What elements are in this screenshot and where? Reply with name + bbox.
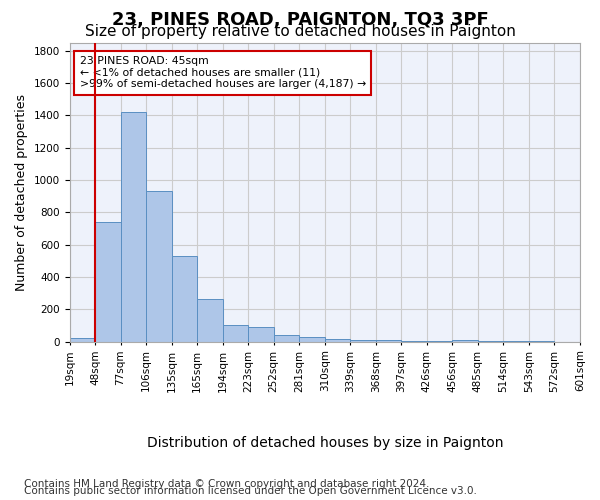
Text: 23, PINES ROAD, PAIGNTON, TQ3 3PF: 23, PINES ROAD, PAIGNTON, TQ3 3PF <box>112 12 488 30</box>
Text: 23 PINES ROAD: 45sqm
← <1% of detached houses are smaller (11)
>99% of semi-deta: 23 PINES ROAD: 45sqm ← <1% of detached h… <box>80 56 366 89</box>
Bar <box>95 222 121 342</box>
Bar <box>197 299 223 342</box>
Bar <box>223 325 248 342</box>
Bar <box>325 340 350 342</box>
Bar <box>172 256 197 342</box>
Bar <box>401 341 427 342</box>
Bar <box>70 338 95 342</box>
Bar <box>350 340 376 342</box>
Text: Contains HM Land Registry data © Crown copyright and database right 2024.: Contains HM Land Registry data © Crown c… <box>24 479 430 489</box>
Bar <box>452 340 478 342</box>
Bar <box>376 340 401 342</box>
X-axis label: Distribution of detached houses by size in Paignton: Distribution of detached houses by size … <box>146 436 503 450</box>
Bar <box>299 338 325 342</box>
Bar <box>146 190 172 342</box>
Text: Size of property relative to detached houses in Paignton: Size of property relative to detached ho… <box>85 24 515 39</box>
Bar <box>121 112 146 342</box>
Bar <box>274 336 299 342</box>
Bar <box>248 327 274 342</box>
Text: Contains public sector information licensed under the Open Government Licence v3: Contains public sector information licen… <box>24 486 477 496</box>
Bar <box>427 341 452 342</box>
Y-axis label: Number of detached properties: Number of detached properties <box>15 94 28 290</box>
